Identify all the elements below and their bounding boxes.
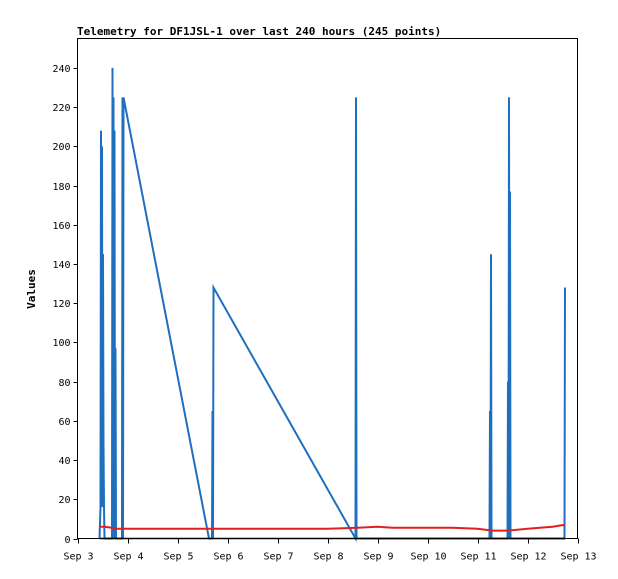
x-tick-label: Sep 11 (460, 552, 496, 563)
plot-frame (77, 38, 578, 539)
x-tick-label: Sep 9 (363, 552, 393, 563)
y-tick-label: 180 (52, 182, 70, 193)
y-tick-label: 100 (52, 338, 70, 349)
series-line-2 (99, 523, 566, 532)
y-tick-label: 120 (52, 299, 70, 310)
y-tick-label: 20 (58, 495, 70, 506)
y-tick-label: 160 (52, 221, 70, 232)
y-tick-label: 60 (58, 417, 70, 428)
x-tick-label: Sep 8 (313, 552, 343, 563)
series-line-1 (98, 67, 566, 543)
y-tick-label: 220 (52, 103, 70, 114)
y-axis: 0 20 40 60 80 100 120 140 160 180 200 220 240 (52, 64, 78, 546)
y-tick-label: 0 (64, 535, 70, 546)
series-layer (98, 67, 566, 543)
y-tick-label: 200 (52, 142, 70, 153)
y-tick-label: 240 (52, 64, 70, 75)
y-tick-label: 40 (58, 456, 70, 467)
y-axis-label: Values (25, 269, 38, 309)
x-tick-label: Sep 10 (410, 552, 446, 563)
y-tick-label: 80 (58, 378, 70, 389)
x-tick-label: Sep 5 (163, 552, 193, 563)
x-axis: Sep 3 Sep 4 Sep 5 Sep 6 Sep 7 Sep 8 Sep 9 Sep 1… (63, 538, 597, 563)
x-tick-label: Sep 3 (63, 552, 93, 563)
x-tick-label: Sep 12 (510, 552, 546, 563)
x-tick-label: Sep 6 (213, 552, 243, 563)
x-tick-label: Sep 7 (263, 552, 293, 563)
y-tick-label: 140 (52, 260, 70, 271)
x-tick-label: Sep 13 (560, 552, 596, 563)
chart-title: Telemetry for DF1JSL-1 over last 240 hou… (77, 25, 441, 38)
x-tick-label: Sep 4 (113, 552, 143, 563)
